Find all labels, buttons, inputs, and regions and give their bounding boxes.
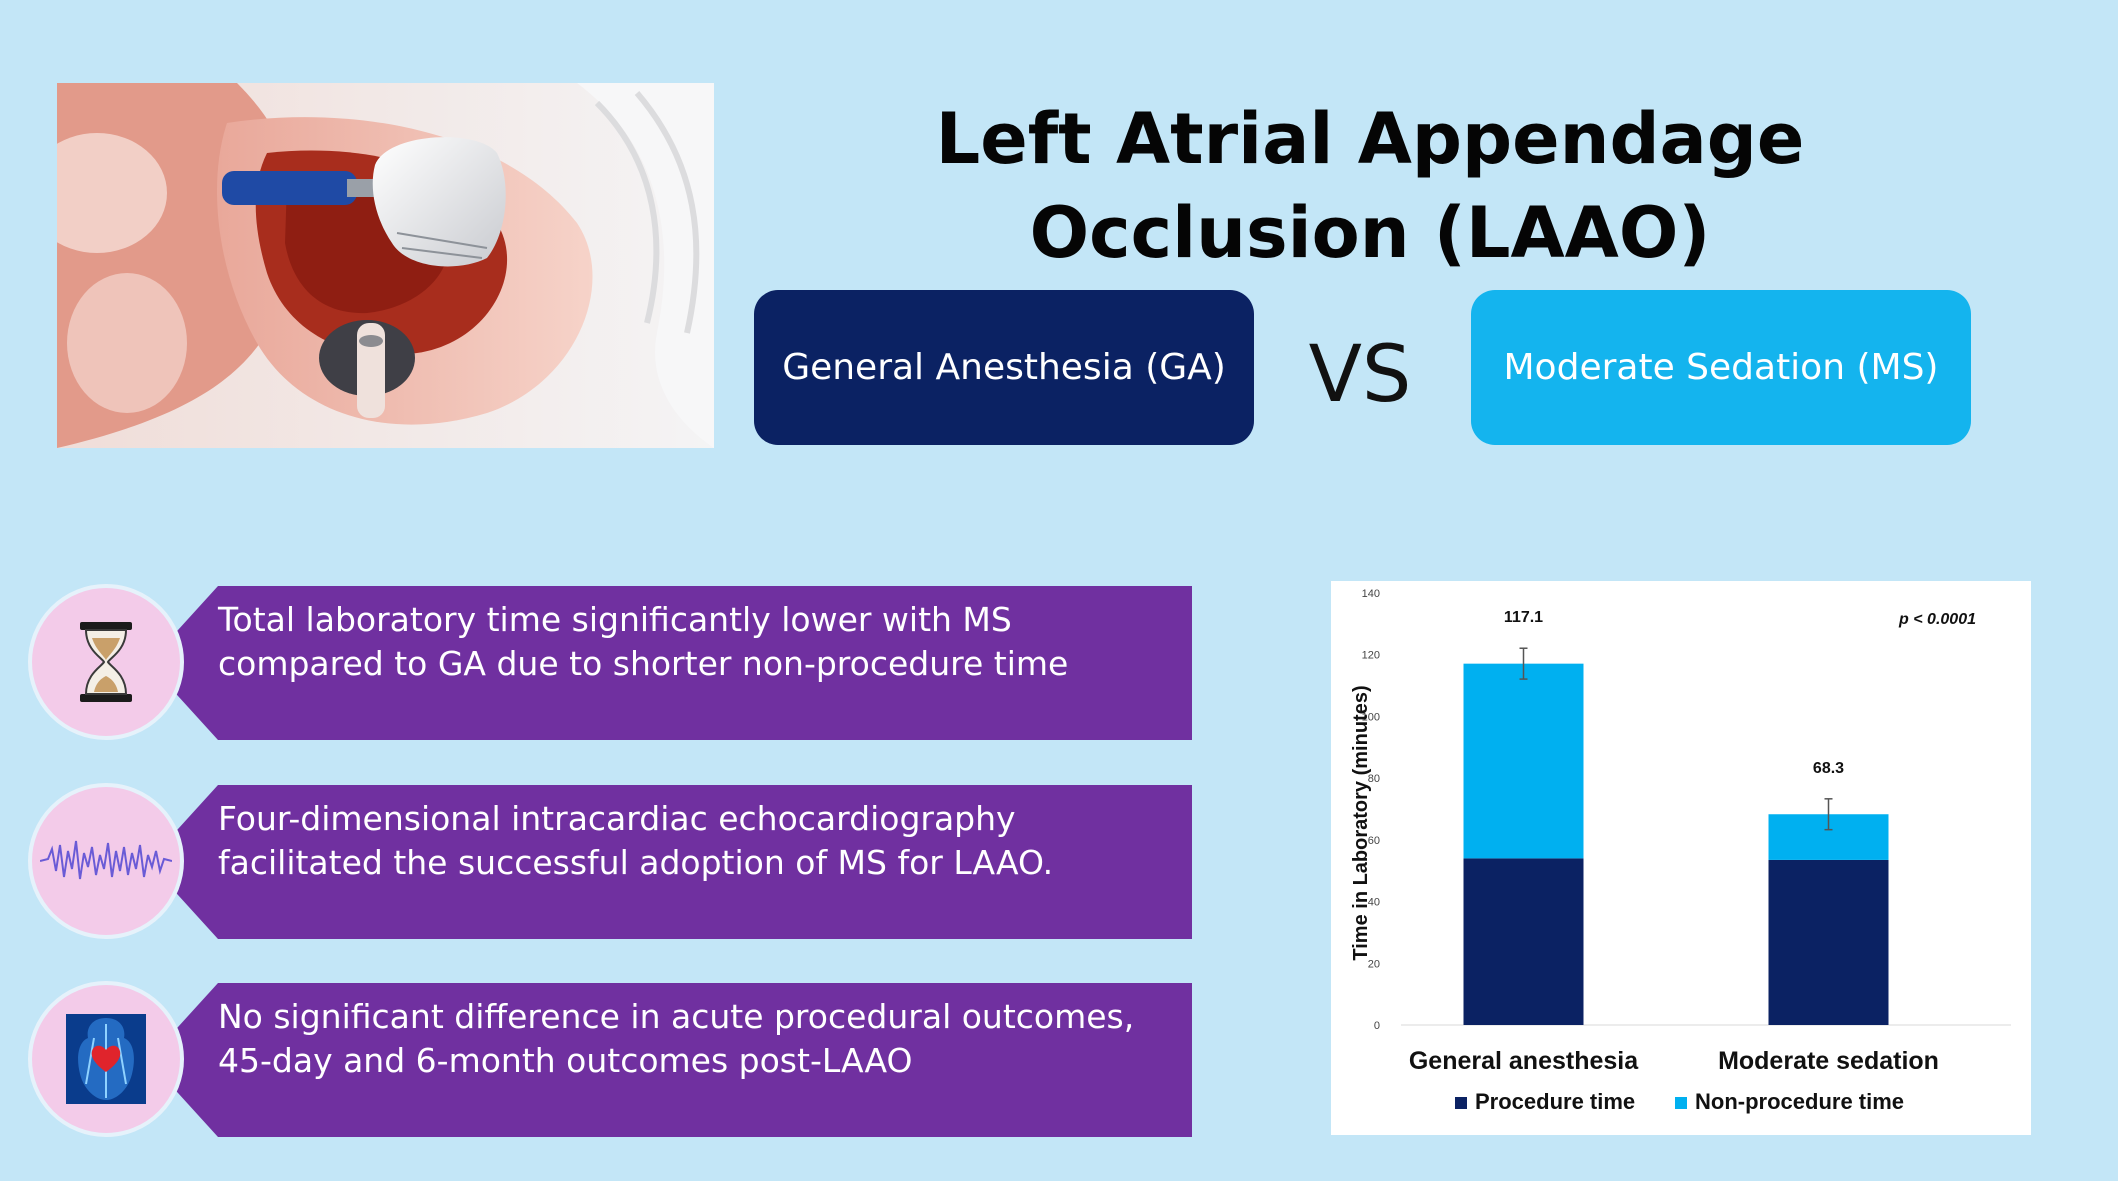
finding-text: No significant difference in acute proce…	[218, 997, 1135, 1080]
laao-device-illustration	[57, 83, 714, 448]
bar-procedure-0	[1463, 858, 1584, 1025]
legend-swatch	[1455, 1097, 1467, 1109]
legend-label: Procedure time	[1475, 1089, 1635, 1114]
stacked-bar-chart: 0 20 40 60 80 100 120 140 Time in Laboratory (mi…	[1350, 588, 2011, 1114]
legend-swatch	[1675, 1097, 1687, 1109]
finding-outcomes: No significant difference in acute proce…	[28, 981, 1198, 1141]
y-tick-label: 140	[1362, 588, 1380, 600]
bar-non-procedure-0	[1463, 663, 1584, 859]
lab-time-chart: 0 20 40 60 80 100 120 140 Time in Laboratory (mi…	[1331, 581, 2031, 1135]
finding-icon-circle	[28, 783, 184, 939]
versus-label: VS	[1308, 330, 1412, 420]
data-label-total: 117.1	[1504, 609, 1543, 626]
data-label-total: 68.3	[1813, 760, 1844, 777]
finding-icon-circle	[28, 981, 184, 1137]
y-tick-label: 60	[1368, 835, 1380, 847]
y-tick-label: 20	[1368, 958, 1380, 970]
general-anesthesia-label: General Anesthesia (GA)	[782, 347, 1226, 388]
finding-band	[148, 586, 1192, 740]
y-tick-label: 40	[1368, 897, 1380, 909]
y-tick-label: 120	[1362, 650, 1380, 662]
y-axis-label: Time in Laboratory (minutes)	[1350, 685, 1372, 960]
p-value-annotation: p < 0.0001	[1898, 611, 1976, 628]
finding-icon-circle	[28, 584, 184, 740]
finding-echocardiography: Four-dimensional intracardiac echocardio…	[28, 783, 1198, 943]
legend-label: Non-procedure time	[1695, 1089, 1904, 1114]
moderate-sedation-label: Moderate Sedation (MS)	[1503, 347, 1939, 388]
moderate-sedation-badge: Moderate Sedation (MS)	[1471, 290, 1971, 445]
page-title: Left Atrial Appendage Occlusion (LAAO)	[935, 98, 1805, 274]
general-anesthesia-badge: General Anesthesia (GA)	[754, 290, 1254, 445]
y-tick-label: 100	[1362, 711, 1380, 723]
finding-band	[148, 785, 1192, 939]
y-tick-label: 0	[1374, 1020, 1380, 1032]
y-tick-label: 80	[1368, 773, 1380, 785]
finding-lab-time: Total laboratory time significantly lowe…	[28, 584, 1198, 744]
heart-anatomy-icon	[66, 1014, 146, 1104]
finding-text: Total laboratory time significantly lowe…	[218, 600, 1069, 683]
x-category-label: Moderate sedation	[1718, 1047, 1939, 1075]
bar-procedure-1	[1768, 859, 1889, 1025]
finding-text: Four-dimensional intracardiac echocardio…	[218, 799, 1054, 882]
hourglass-icon	[80, 622, 132, 702]
finding-band	[148, 983, 1192, 1137]
x-category-label: General anesthesia	[1409, 1047, 1639, 1075]
waveform-icon	[40, 840, 172, 880]
